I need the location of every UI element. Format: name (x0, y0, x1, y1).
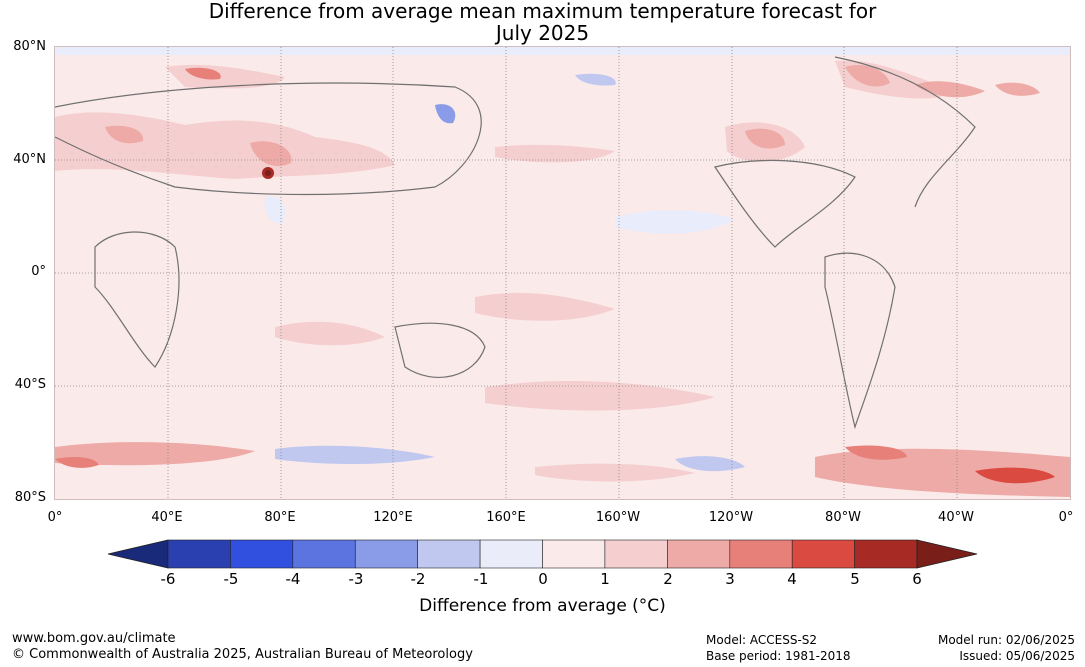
title-line-1: Difference from average mean maximum tem… (208, 0, 877, 23)
colorbar-cell (230, 539, 294, 569)
colorbar-cell (542, 539, 606, 569)
colorbar-cell (791, 539, 855, 569)
arctic-band (55, 47, 1070, 55)
colorbar-label: -3 (348, 570, 364, 588)
colorbar (107, 539, 978, 569)
lat-label-80s: 80°S (14, 490, 46, 505)
map-title: Difference from average mean maximum tem… (0, 0, 1085, 44)
lon-label-0-left: 0° (47, 510, 63, 525)
lon-label-0-right: 0° (1058, 510, 1074, 525)
temperature-anomaly-map (54, 46, 1071, 500)
colorbar-cell (667, 539, 731, 569)
lon-label-40e: 40°E (151, 510, 183, 525)
footer-model: Model: ACCESS-S2 (706, 633, 818, 647)
colorbar-label: -5 (223, 570, 239, 588)
lat-label-40s: 40°S (14, 377, 46, 392)
colorbar-label: 1 (600, 570, 610, 588)
colorbar-label: -6 (160, 570, 176, 588)
lat-label-40n: 40°N (13, 152, 46, 167)
colorbar-label: 2 (663, 570, 673, 588)
colorbar-label: 4 (787, 570, 797, 588)
lon-label-80e: 80°E (264, 510, 296, 525)
colorbar-arrow-low (107, 539, 169, 569)
graticule (55, 47, 1070, 499)
lon-label-160e: 160°E (486, 510, 526, 525)
footer-url[interactable]: www.bom.gov.au/climate (12, 631, 176, 646)
colorbar-label: 5 (850, 570, 860, 588)
colorbar-cell (167, 539, 231, 569)
lon-label-120w: 120°W (708, 510, 754, 525)
footer-model-run: Model run: 02/06/2025 (937, 633, 1075, 647)
lon-label-80w: 80°W (825, 510, 861, 525)
lat-label-0: 0° (31, 264, 46, 279)
footer-left: www.bom.gov.au/climate © Commonwealth of… (12, 631, 473, 663)
colorbar-arrow-high (916, 539, 978, 569)
colorbar-label: 3 (725, 570, 735, 588)
colorbar-cell (354, 539, 418, 569)
colorbar-label: 0 (538, 570, 548, 588)
colorbar-cell (604, 539, 668, 569)
colorbar-cell (729, 539, 793, 569)
colorbar-label: -1 (473, 570, 489, 588)
colorbar-cell (417, 539, 481, 569)
footer-model-info: Model: ACCESS-S2 Base period: 1981-2018 (706, 632, 851, 664)
footer-run-info: Model run: 02/06/2025 Issued: 05/06/2025 (938, 632, 1075, 664)
colorbar-cell (292, 539, 356, 569)
lon-label-160w: 160°W (595, 510, 641, 525)
lon-label-40w: 40°W (938, 510, 974, 525)
anomaly-patches (55, 60, 1070, 497)
colorbar-label: -2 (410, 570, 426, 588)
title-line-2: July 2025 (495, 21, 590, 45)
footer-base-period: Base period: 1981-2018 (706, 649, 851, 663)
colorbar-label: -4 (285, 570, 301, 588)
colorbar-label: 6 (912, 570, 922, 588)
colorbar-title: Difference from average (°C) (419, 596, 666, 616)
colorbar-cell (479, 539, 543, 569)
coastlines (55, 56, 976, 430)
footer-issued: Issued: 05/06/2025 (959, 649, 1075, 663)
lon-label-120e: 120°E (373, 510, 413, 525)
colorbar-cell (854, 539, 918, 569)
footer-copyright: © Commonwealth of Australia 2025, Austra… (12, 647, 473, 662)
lat-label-80n: 80°N (13, 39, 46, 54)
map-canvas (55, 47, 1070, 499)
